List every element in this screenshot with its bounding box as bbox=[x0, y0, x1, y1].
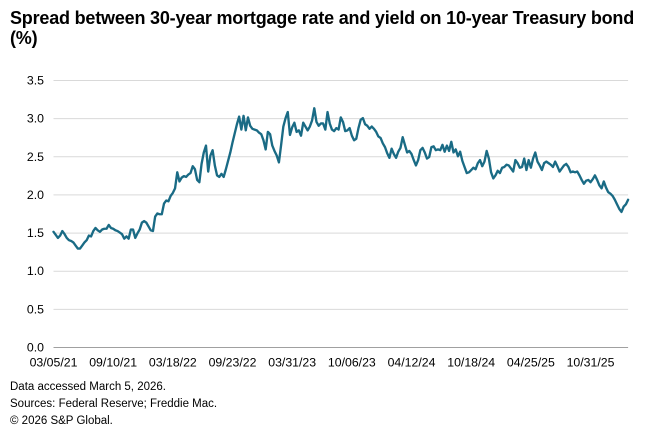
y-tick-label: 0.0 bbox=[27, 341, 44, 355]
y-tick-label: 1.0 bbox=[27, 264, 44, 278]
y-tick-label: 3.0 bbox=[27, 112, 44, 126]
x-tick-label: 03/18/22 bbox=[149, 356, 197, 370]
x-tick-label: 10/18/24 bbox=[447, 356, 495, 370]
y-tick-label: 2.5 bbox=[27, 150, 44, 164]
y-tick-label: 2.0 bbox=[27, 188, 44, 202]
x-tick-label: 09/10/21 bbox=[89, 356, 137, 370]
x-tick-label: 09/23/22 bbox=[209, 356, 257, 370]
x-tick-label: 04/12/24 bbox=[388, 356, 436, 370]
y-tick-label: 0.5 bbox=[27, 302, 44, 316]
chart-title: Spread between 30-year mortgage rate and… bbox=[10, 8, 635, 48]
x-tick-label: 10/06/23 bbox=[328, 356, 376, 370]
x-tick-label: 03/31/23 bbox=[268, 356, 316, 370]
y-tick-label: 1.5 bbox=[27, 226, 44, 240]
x-tick-label: 03/05/21 bbox=[30, 356, 78, 370]
footer-data-accessed: Data accessed March 5, 2026. bbox=[10, 381, 166, 393]
spread-series-line bbox=[52, 107, 630, 250]
y-tick-label: 3.5 bbox=[27, 74, 44, 88]
footer-sources: Sources: Federal Reserve; Freddie Mac. bbox=[10, 398, 218, 410]
x-tick-label: 04/25/25 bbox=[507, 356, 555, 370]
footer-copyright: © 2026 S&P Global. bbox=[10, 415, 113, 427]
x-tick-label: 10/31/25 bbox=[567, 356, 615, 370]
